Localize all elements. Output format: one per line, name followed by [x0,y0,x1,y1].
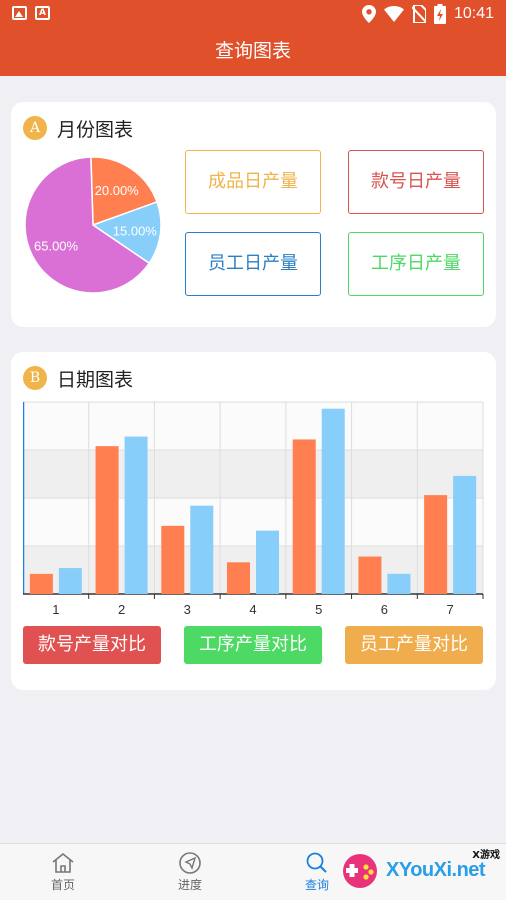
bar[interactable] [29,573,53,594]
watermark-small: X游戏 [472,850,500,861]
month-card-header: A 月份图表 [23,115,133,141]
nav-home-label: 首页 [50,878,75,892]
navigation-arrow-icon [179,852,201,874]
style-output-compare-button[interactable]: 款号产量对比 [23,626,161,664]
bottom-nav: 首页 进度 查询 [0,843,506,900]
bar[interactable] [424,495,448,594]
x-tick-label: 2 [118,602,125,617]
pie-slice[interactable] [91,201,162,265]
nav-progress-label: 进度 [177,878,202,892]
page-title: 查询图表 [214,40,291,62]
process-output-compare-button[interactable]: 工序产量对比 [184,626,322,664]
x-tick-label: 4 [249,602,256,617]
bar[interactable] [358,556,382,594]
bar[interactable] [190,505,214,594]
date-card-title: 日期图表 [57,368,134,391]
bar[interactable] [321,408,345,594]
x-tick-label: 7 [447,602,454,617]
grid-band [23,402,483,450]
bar[interactable] [124,436,148,594]
pie-slice-label: 15.00% [113,223,158,238]
search-icon [306,852,327,873]
app-bar: 查询图表 [0,28,506,76]
pie-slice-label: 65.00% [34,238,79,253]
x-tick-label: 5 [315,602,322,617]
finished-daily-output-button[interactable]: 成品日产量 [185,150,321,214]
location-icon [361,5,376,23]
bar[interactable] [227,562,250,594]
badge-a-icon: A [23,116,47,140]
bar[interactable] [58,568,82,594]
watermark: XYouXi.net X游戏 [336,843,506,900]
month-chart-card: A 月份图表 20.00% 15.00% 65.00% 成品日产量 款号日产量 员工… [11,102,496,327]
process-daily-output-button[interactable]: 工序日产量 [348,232,484,296]
wifi-icon [383,6,404,22]
bar[interactable] [387,573,411,594]
text-a-icon: A [35,6,50,20]
style-daily-output-button[interactable]: 款号日产量 [348,150,484,214]
bar[interactable] [161,525,185,594]
nav-query-label: 查询 [304,878,329,892]
home-icon [52,852,74,873]
grid-band [23,498,483,546]
status-time: 10:41 [453,5,494,22]
bar[interactable] [453,475,477,594]
grid-band [23,546,483,594]
date-bar-chart[interactable]: 1 2 3 4 5 6 7 [23,400,485,622]
x-tick-label: 6 [381,602,388,617]
bar[interactable] [256,530,279,594]
date-card-header: B 日期图表 [23,365,133,391]
month-pie-chart[interactable]: 20.00% 15.00% 65.00% [23,155,163,295]
no-sim-icon [411,5,426,23]
nav-home[interactable]: 首页 [28,852,98,893]
gamepad-logo-icon [343,854,377,888]
pie-slice-label: 20.00% [95,183,140,198]
grid-band [23,450,483,498]
watermark-text: XYouXi.net [386,859,486,881]
nav-query[interactable]: 查询 [282,852,352,893]
image-icon [12,6,27,20]
date-chart-card: B 日期图表 1 2 3 4 5 6 7 款号产量对比 工序产量对比 员工产量对比 [11,352,496,690]
battery-charging-icon [433,4,446,24]
employee-output-compare-button[interactable]: 员工产量对比 [345,626,483,664]
bar[interactable] [292,439,316,594]
employee-daily-output-button[interactable]: 员工日产量 [185,232,321,296]
bar[interactable] [95,446,119,594]
nav-progress[interactable]: 进度 [155,852,225,893]
pie-slice[interactable] [24,156,151,294]
pie-slice[interactable] [90,156,158,227]
month-card-title: 月份图表 [57,118,134,141]
x-tick-label: 3 [184,602,191,617]
status-bar: A 10:41 [0,0,506,28]
badge-b-icon: B [23,366,47,390]
x-tick-label: 1 [52,602,59,617]
